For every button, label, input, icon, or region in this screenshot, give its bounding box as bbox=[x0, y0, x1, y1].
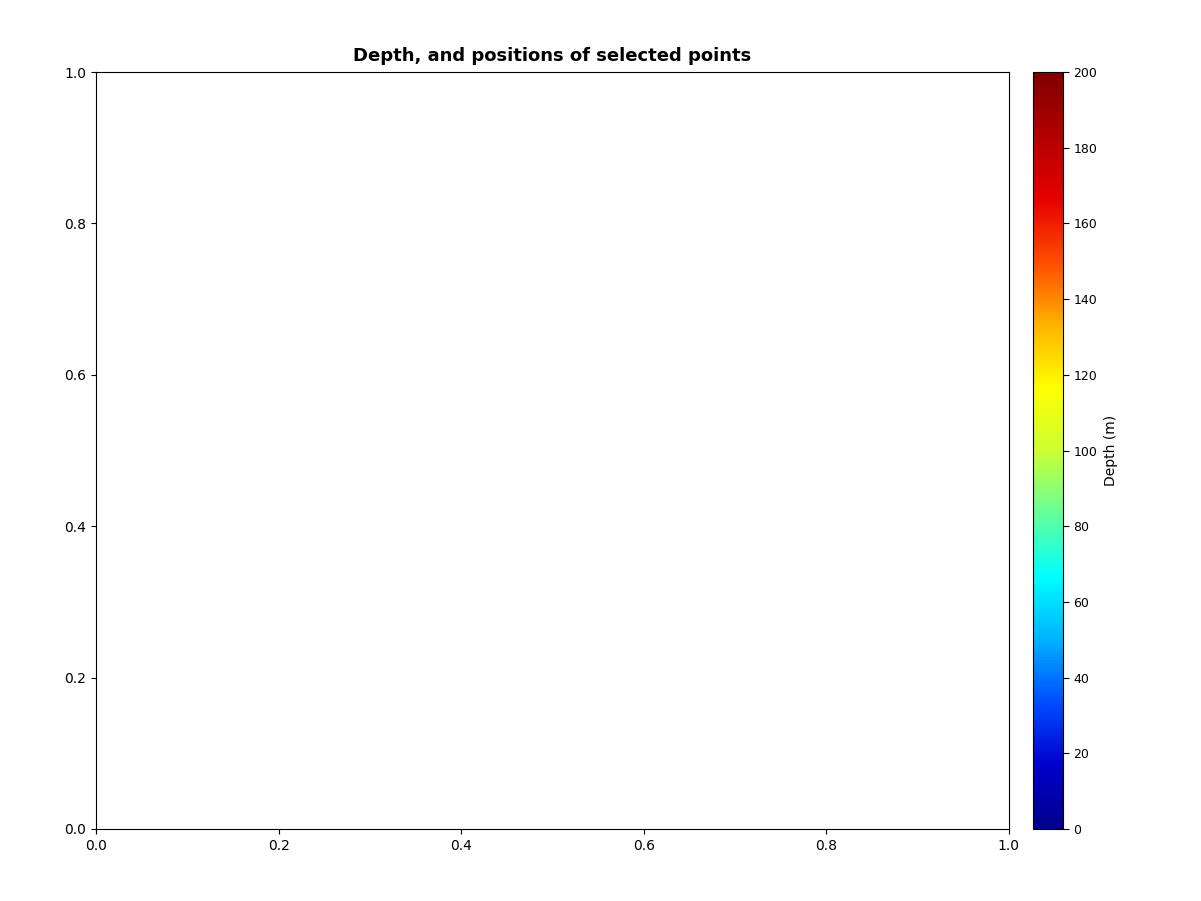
Title: Depth, and positions of selected points: Depth, and positions of selected points bbox=[353, 47, 752, 65]
Y-axis label: Depth (m): Depth (m) bbox=[1104, 415, 1118, 486]
